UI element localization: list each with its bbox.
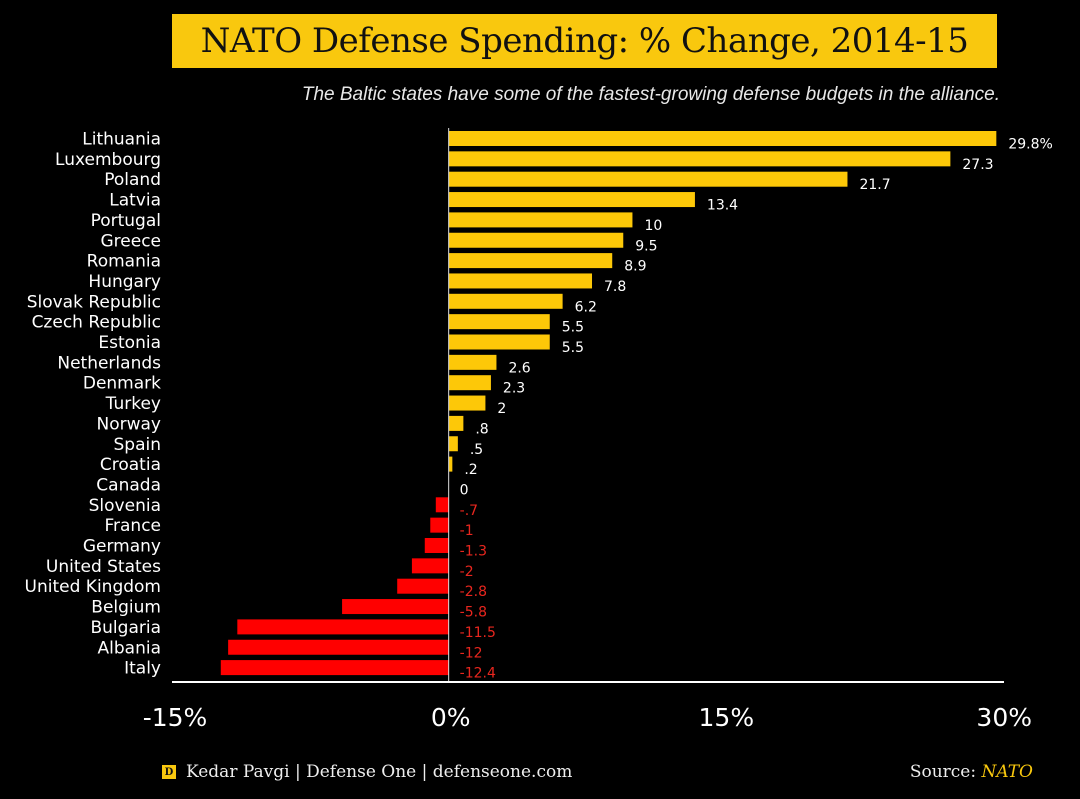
bar: [448, 131, 997, 146]
bar: [397, 578, 449, 594]
data-label: 2.6: [508, 360, 530, 376]
data-label: -5.8: [460, 605, 487, 621]
footer-credit: D Kedar Pavgi | Defense One | defenseone…: [162, 762, 572, 782]
bar: [220, 660, 449, 676]
data-label: 5.5: [562, 320, 584, 336]
bar: [430, 517, 449, 533]
category-label: Canada: [96, 475, 161, 495]
category-label: Bulgaria: [91, 618, 162, 638]
data-label: -2.8: [460, 584, 487, 600]
category-label: Portugal: [91, 211, 161, 231]
bar: [448, 232, 624, 248]
data-label: -11.5: [460, 625, 496, 641]
data-label: 8.9: [624, 259, 646, 275]
data-label: -1: [460, 523, 474, 539]
data-label: -2: [460, 564, 474, 580]
category-label: Croatia: [100, 455, 161, 475]
data-label: -12: [460, 645, 483, 661]
category-label: Latvia: [109, 191, 161, 211]
category-label: Norway: [97, 414, 162, 434]
defense-one-logo-icon: D: [162, 765, 176, 779]
x-tick-label: 0%: [431, 703, 471, 732]
data-label: -.7: [460, 503, 478, 519]
bar: [448, 334, 550, 350]
bar: [448, 253, 613, 269]
bar: [448, 375, 491, 391]
data-label: 2: [497, 401, 506, 417]
data-label: 27.3: [962, 157, 993, 173]
bar: [424, 538, 449, 553]
source-label: Source:: [909, 762, 977, 782]
category-label: Greece: [100, 231, 161, 251]
category-label: Slovenia: [89, 496, 161, 516]
bar: [448, 395, 486, 411]
title-banner: NATO Defense Spending: % Change, 2014-15: [172, 14, 997, 68]
data-label: 6.2: [575, 299, 597, 315]
bar: [448, 151, 951, 167]
source-name: NATO: [981, 762, 1034, 782]
bar: [448, 314, 550, 330]
category-label: Netherlands: [57, 353, 161, 373]
bar: [448, 192, 695, 208]
category-label: Luxembourg: [55, 150, 161, 170]
data-label: 9.5: [635, 238, 657, 254]
data-label: .2: [464, 462, 477, 478]
x-tick-label: -15%: [143, 703, 208, 732]
data-label: 21.7: [859, 177, 890, 193]
x-tick-label: 30%: [976, 703, 1032, 732]
data-label: 5.5: [562, 340, 584, 356]
category-label: Slovak Republic: [27, 292, 161, 312]
data-label: .5: [470, 442, 483, 458]
category-label: Spain: [114, 435, 162, 455]
category-label: Czech Republic: [32, 313, 161, 333]
category-label: Estonia: [98, 333, 161, 353]
data-label: 29.8%: [1008, 137, 1052, 153]
data-label: -12.4: [460, 666, 496, 682]
category-label: United Kingdom: [25, 577, 161, 597]
data-label: -1.3: [460, 544, 487, 560]
credit-text: Kedar Pavgi | Defense One | defenseone.c…: [186, 762, 573, 782]
category-label: Lithuania: [82, 130, 161, 150]
chart-subtitle: The Baltic states have some of the faste…: [301, 84, 1000, 105]
bar: [342, 599, 449, 615]
category-label: Denmark: [83, 374, 161, 394]
data-label: 2.3: [503, 381, 525, 397]
category-label: United States: [46, 557, 161, 577]
bar: [448, 415, 464, 431]
category-label: Italy: [124, 659, 161, 679]
footer-source: Source: NATO: [910, 762, 1033, 782]
category-label: France: [104, 516, 161, 536]
chart-title: NATO Defense Spending: % Change, 2014-15: [200, 21, 969, 61]
category-label: Albania: [98, 638, 161, 658]
bar: [448, 354, 497, 370]
bar: [435, 497, 449, 513]
category-label: Belgium: [91, 598, 161, 618]
bar: [448, 273, 593, 289]
category-label: Romania: [87, 252, 161, 272]
bar: [237, 619, 449, 635]
bar: [448, 293, 563, 309]
category-label: Poland: [104, 170, 161, 190]
bar: [448, 436, 458, 452]
category-label: Germany: [83, 537, 161, 557]
bar: [448, 171, 848, 187]
bar: [448, 212, 633, 228]
data-label: 13.4: [707, 198, 738, 214]
data-label: .8: [475, 421, 488, 437]
category-label: Hungary: [88, 272, 161, 292]
data-label: 7.8: [604, 279, 626, 295]
data-label: 0: [460, 482, 469, 498]
bar: [411, 558, 449, 574]
bar: [228, 639, 449, 655]
category-label: Turkey: [105, 394, 161, 414]
x-tick-label: 15%: [699, 703, 755, 732]
data-label: 10: [644, 218, 662, 234]
bar: [448, 456, 453, 472]
